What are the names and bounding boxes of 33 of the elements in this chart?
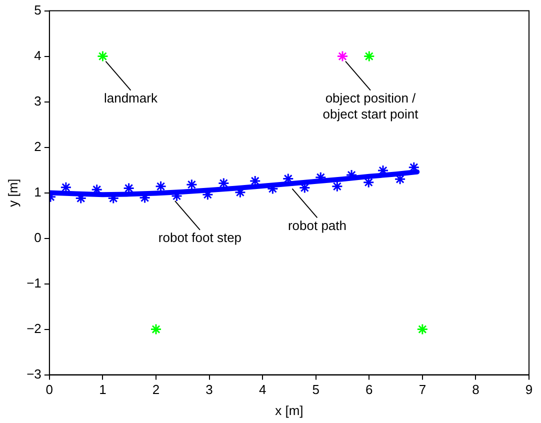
point: [336, 50, 348, 62]
y-tick-label: 2: [34, 138, 42, 154]
point: [96, 50, 108, 62]
y-tick-label: 1: [34, 184, 42, 200]
y-tick-label: 0: [34, 230, 42, 245]
annotation: robot path: [288, 218, 346, 233]
x-tick-label: 0: [46, 382, 54, 398]
x-tick-label: 9: [525, 382, 533, 398]
x-tick-label: 4: [258, 382, 266, 398]
point: [363, 50, 375, 62]
y-axis-title: y [m]: [5, 178, 20, 207]
x-tick-label: 1: [99, 382, 106, 398]
y-tick-label: 3: [34, 93, 42, 108]
x-tick-label: 7: [418, 382, 426, 398]
x-tick-label: 2: [152, 382, 160, 398]
point: [186, 178, 198, 190]
point: [150, 324, 162, 336]
x-tick-label: 3: [206, 382, 213, 398]
point: [155, 180, 167, 192]
x-tick-label: 5: [312, 382, 320, 398]
x-tick-label: 8: [472, 382, 480, 398]
point: [416, 324, 428, 336]
y-tick-label: −3: [26, 366, 42, 382]
annotation: robot foot step: [158, 230, 242, 246]
y-tick-label: −2: [26, 320, 42, 336]
annotation: object position / object start point: [322, 90, 419, 122]
y-tick-label: 4: [34, 48, 42, 63]
y-tick-label: 5: [34, 2, 42, 18]
y-tick-label: −1: [26, 275, 42, 290]
x-tick-label: 6: [366, 382, 373, 398]
x-axis-title: x [m]: [275, 402, 304, 418]
annotation: landmark: [104, 90, 158, 106]
point: [331, 180, 343, 192]
